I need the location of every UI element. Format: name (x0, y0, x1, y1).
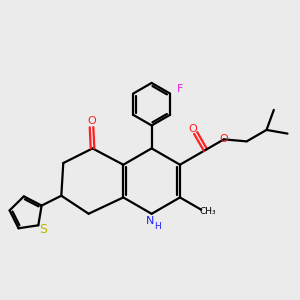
Text: O: O (188, 124, 197, 134)
Text: H: H (154, 222, 160, 231)
Text: F: F (176, 84, 183, 94)
Text: S: S (39, 224, 47, 236)
Text: N: N (146, 216, 154, 226)
Text: CH₃: CH₃ (199, 206, 216, 215)
Text: O: O (87, 116, 96, 126)
Text: O: O (220, 134, 228, 144)
